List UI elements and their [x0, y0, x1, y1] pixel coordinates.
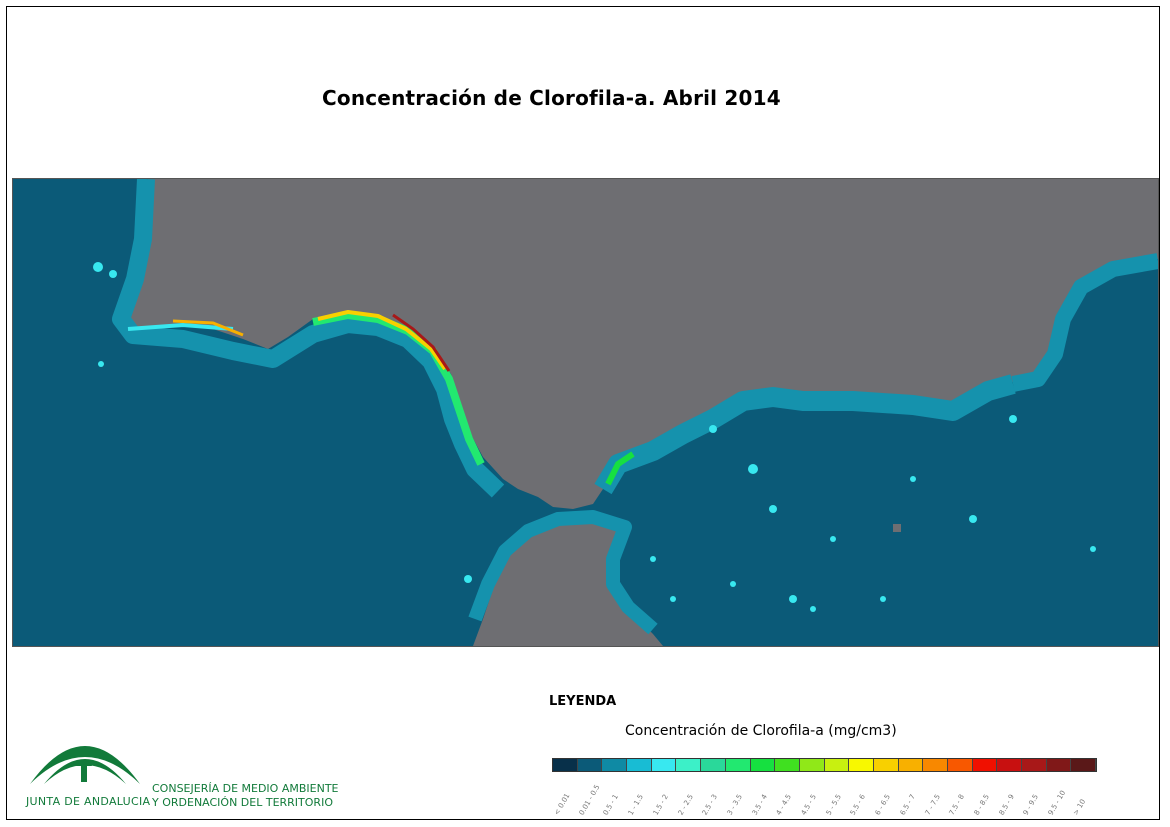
- legend-swatch: [948, 759, 973, 771]
- legend-swatch: [873, 759, 899, 771]
- legend-swatch: [799, 759, 825, 771]
- chlorophyll-spots: [93, 262, 1096, 612]
- org-line-1: CONSEJERÍA DE MEDIO AMBIENTE: [152, 782, 339, 795]
- coastal-shelf-iberia: [112, 179, 505, 498]
- legend-swatch: [898, 759, 924, 771]
- legend-swatch: [849, 759, 874, 771]
- land-iberia: [123, 179, 1158, 509]
- coastal-band-red: [392, 313, 451, 372]
- legend-heading: LEYENDA: [549, 694, 617, 709]
- legend-swatch: [997, 759, 1023, 771]
- legend-swatch: [602, 759, 628, 771]
- coastal-shelf-east: [1011, 253, 1158, 392]
- coastal-shelf-morocco: [468, 510, 658, 635]
- legend-swatch: [1022, 759, 1047, 771]
- junta-logo-icon: [30, 746, 140, 784]
- legend-swatch: [923, 759, 948, 771]
- coastal-band-yellow: [317, 310, 447, 371]
- coastal-band-yellow-west: [172, 319, 244, 337]
- legend-swatch: [972, 759, 998, 771]
- legend-swatch: [824, 759, 850, 771]
- legend-swatch: [651, 759, 677, 771]
- legend-swatch: [553, 759, 578, 771]
- coastal-band-cyan-west: [127, 322, 234, 331]
- legend-title: Concentración de Clorofila-a (mg/cm3): [625, 723, 897, 739]
- islet: [893, 524, 901, 532]
- page-frame: [6, 6, 1160, 820]
- legend-swatch: [627, 759, 652, 771]
- legend-colorbar: [552, 758, 1098, 772]
- legend-swatch: [1071, 759, 1097, 771]
- legend-swatch: [1046, 759, 1072, 771]
- legend-swatch: [676, 759, 702, 771]
- legend-swatch: [750, 759, 776, 771]
- chlorophyll-map: [12, 178, 1159, 647]
- org-line-2: Y ORDENACIÓN DEL TERRITORIO: [152, 796, 333, 809]
- legend-swatch: [577, 759, 603, 771]
- legend-swatch: [725, 759, 751, 771]
- legend-swatch: [701, 759, 726, 771]
- legend-swatch: [775, 759, 800, 771]
- coastal-shelf-alboran: [594, 374, 1016, 495]
- logo-name: JUNTA DE ANDALUCIA: [26, 795, 151, 808]
- coastal-band-green-alboran: [605, 451, 635, 486]
- page-title: Concentración de Clorofila-a. Abril 2014: [322, 86, 781, 110]
